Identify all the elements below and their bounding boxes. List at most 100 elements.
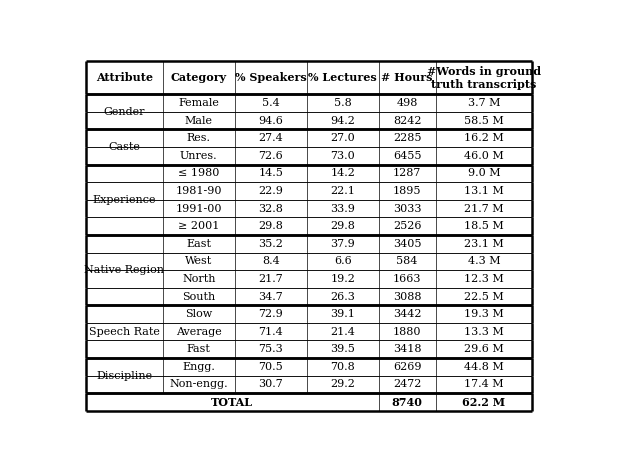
Text: 46.0 M: 46.0 M (464, 151, 504, 161)
Text: 12.3 M: 12.3 M (464, 274, 504, 284)
Text: 9.0 M: 9.0 M (468, 168, 500, 178)
Text: 29.2: 29.2 (330, 379, 355, 390)
Text: North: North (182, 274, 216, 284)
Text: 62.2 M: 62.2 M (463, 397, 506, 407)
Text: 3418: 3418 (393, 344, 421, 354)
Text: 73.0: 73.0 (330, 151, 355, 161)
Text: 3033: 3033 (393, 204, 421, 213)
Text: #Words in ground
truth transcripts: #Words in ground truth transcripts (427, 66, 541, 90)
Text: 32.8: 32.8 (259, 204, 283, 213)
Text: 21.4: 21.4 (330, 327, 355, 336)
Text: 4.3 M: 4.3 M (468, 256, 500, 267)
Text: Attribute: Attribute (96, 72, 153, 83)
Text: 17.4 M: 17.4 M (464, 379, 504, 390)
Text: 30.7: 30.7 (259, 379, 283, 390)
Text: 13.3 M: 13.3 M (464, 327, 504, 336)
Text: ≥ 2001: ≥ 2001 (178, 221, 220, 231)
Text: 27.0: 27.0 (330, 133, 355, 143)
Text: 33.9: 33.9 (330, 204, 355, 213)
Text: Speech Rate: Speech Rate (89, 327, 160, 336)
Text: 498: 498 (396, 98, 418, 108)
Text: Unres.: Unres. (180, 151, 218, 161)
Text: West: West (185, 256, 212, 267)
Text: 34.7: 34.7 (259, 292, 283, 302)
Text: % Speakers: % Speakers (235, 72, 307, 83)
Text: 6269: 6269 (393, 362, 421, 372)
Text: TOTAL: TOTAL (211, 397, 253, 407)
Text: % Lectures: % Lectures (308, 72, 377, 83)
Text: Res.: Res. (187, 133, 211, 143)
Text: 72.6: 72.6 (259, 151, 283, 161)
Text: 29.8: 29.8 (259, 221, 283, 231)
Text: 8242: 8242 (393, 116, 421, 126)
Text: 19.2: 19.2 (330, 274, 355, 284)
Text: Discipline: Discipline (97, 370, 152, 381)
Text: 3442: 3442 (393, 309, 421, 319)
Text: 94.2: 94.2 (330, 116, 355, 126)
Text: Female: Female (179, 98, 220, 108)
Text: 2285: 2285 (393, 133, 421, 143)
Text: 1981-90: 1981-90 (175, 186, 222, 196)
Text: 39.1: 39.1 (330, 309, 355, 319)
Text: 19.3 M: 19.3 M (464, 309, 504, 319)
Text: 22.9: 22.9 (259, 186, 283, 196)
Text: 44.8 M: 44.8 M (464, 362, 504, 372)
Text: Engg.: Engg. (182, 362, 215, 372)
Text: 13.1 M: 13.1 M (464, 186, 504, 196)
Text: Fast: Fast (187, 344, 211, 354)
Text: Non-engg.: Non-engg. (170, 379, 228, 390)
Text: 3405: 3405 (393, 239, 421, 249)
Text: Category: Category (171, 72, 227, 83)
Text: 5.8: 5.8 (333, 98, 351, 108)
Text: 8.4: 8.4 (262, 256, 280, 267)
Text: 1287: 1287 (393, 168, 421, 178)
Text: 94.6: 94.6 (259, 116, 283, 126)
Text: 8740: 8740 (392, 397, 422, 407)
Text: Slow: Slow (185, 309, 212, 319)
Text: 2526: 2526 (393, 221, 421, 231)
Text: 75.3: 75.3 (259, 344, 283, 354)
Text: ≤ 1980: ≤ 1980 (178, 168, 220, 178)
Text: 6455: 6455 (393, 151, 421, 161)
Text: 22.1: 22.1 (330, 186, 355, 196)
Text: 1991-00: 1991-00 (175, 204, 222, 213)
Text: 6.6: 6.6 (333, 256, 351, 267)
Text: 72.9: 72.9 (259, 309, 283, 319)
Text: 58.5 M: 58.5 M (464, 116, 504, 126)
Text: 29.8: 29.8 (330, 221, 355, 231)
Text: 37.9: 37.9 (330, 239, 355, 249)
Text: 1663: 1663 (393, 274, 421, 284)
Text: Experience: Experience (93, 195, 156, 205)
Text: Average: Average (176, 327, 221, 336)
Text: 35.2: 35.2 (259, 239, 283, 249)
Text: South: South (182, 292, 216, 302)
Text: 22.5 M: 22.5 M (464, 292, 504, 302)
Text: 23.1 M: 23.1 M (464, 239, 504, 249)
Text: # Hours: # Hours (381, 72, 433, 83)
Text: 3.7 M: 3.7 M (468, 98, 500, 108)
Text: Male: Male (185, 116, 212, 126)
Text: 3088: 3088 (393, 292, 421, 302)
Text: 70.8: 70.8 (330, 362, 355, 372)
Text: 26.3: 26.3 (330, 292, 355, 302)
Text: 18.5 M: 18.5 M (464, 221, 504, 231)
Text: 71.4: 71.4 (259, 327, 283, 336)
Text: Caste: Caste (108, 142, 140, 152)
Text: Native Region: Native Region (84, 265, 164, 275)
Text: East: East (186, 239, 211, 249)
Text: 39.5: 39.5 (330, 344, 355, 354)
Text: 29.6 M: 29.6 M (464, 344, 504, 354)
Text: 5.4: 5.4 (262, 98, 280, 108)
Text: 21.7: 21.7 (259, 274, 283, 284)
Text: 27.4: 27.4 (259, 133, 283, 143)
Text: 1895: 1895 (393, 186, 421, 196)
Text: 2472: 2472 (393, 379, 421, 390)
Text: 70.5: 70.5 (259, 362, 283, 372)
Text: 1880: 1880 (393, 327, 421, 336)
Text: 584: 584 (396, 256, 418, 267)
Text: 16.2 M: 16.2 M (464, 133, 504, 143)
Text: Gender: Gender (104, 107, 145, 117)
Text: 14.2: 14.2 (330, 168, 355, 178)
Text: 14.5: 14.5 (259, 168, 283, 178)
Text: 21.7 M: 21.7 M (464, 204, 504, 213)
